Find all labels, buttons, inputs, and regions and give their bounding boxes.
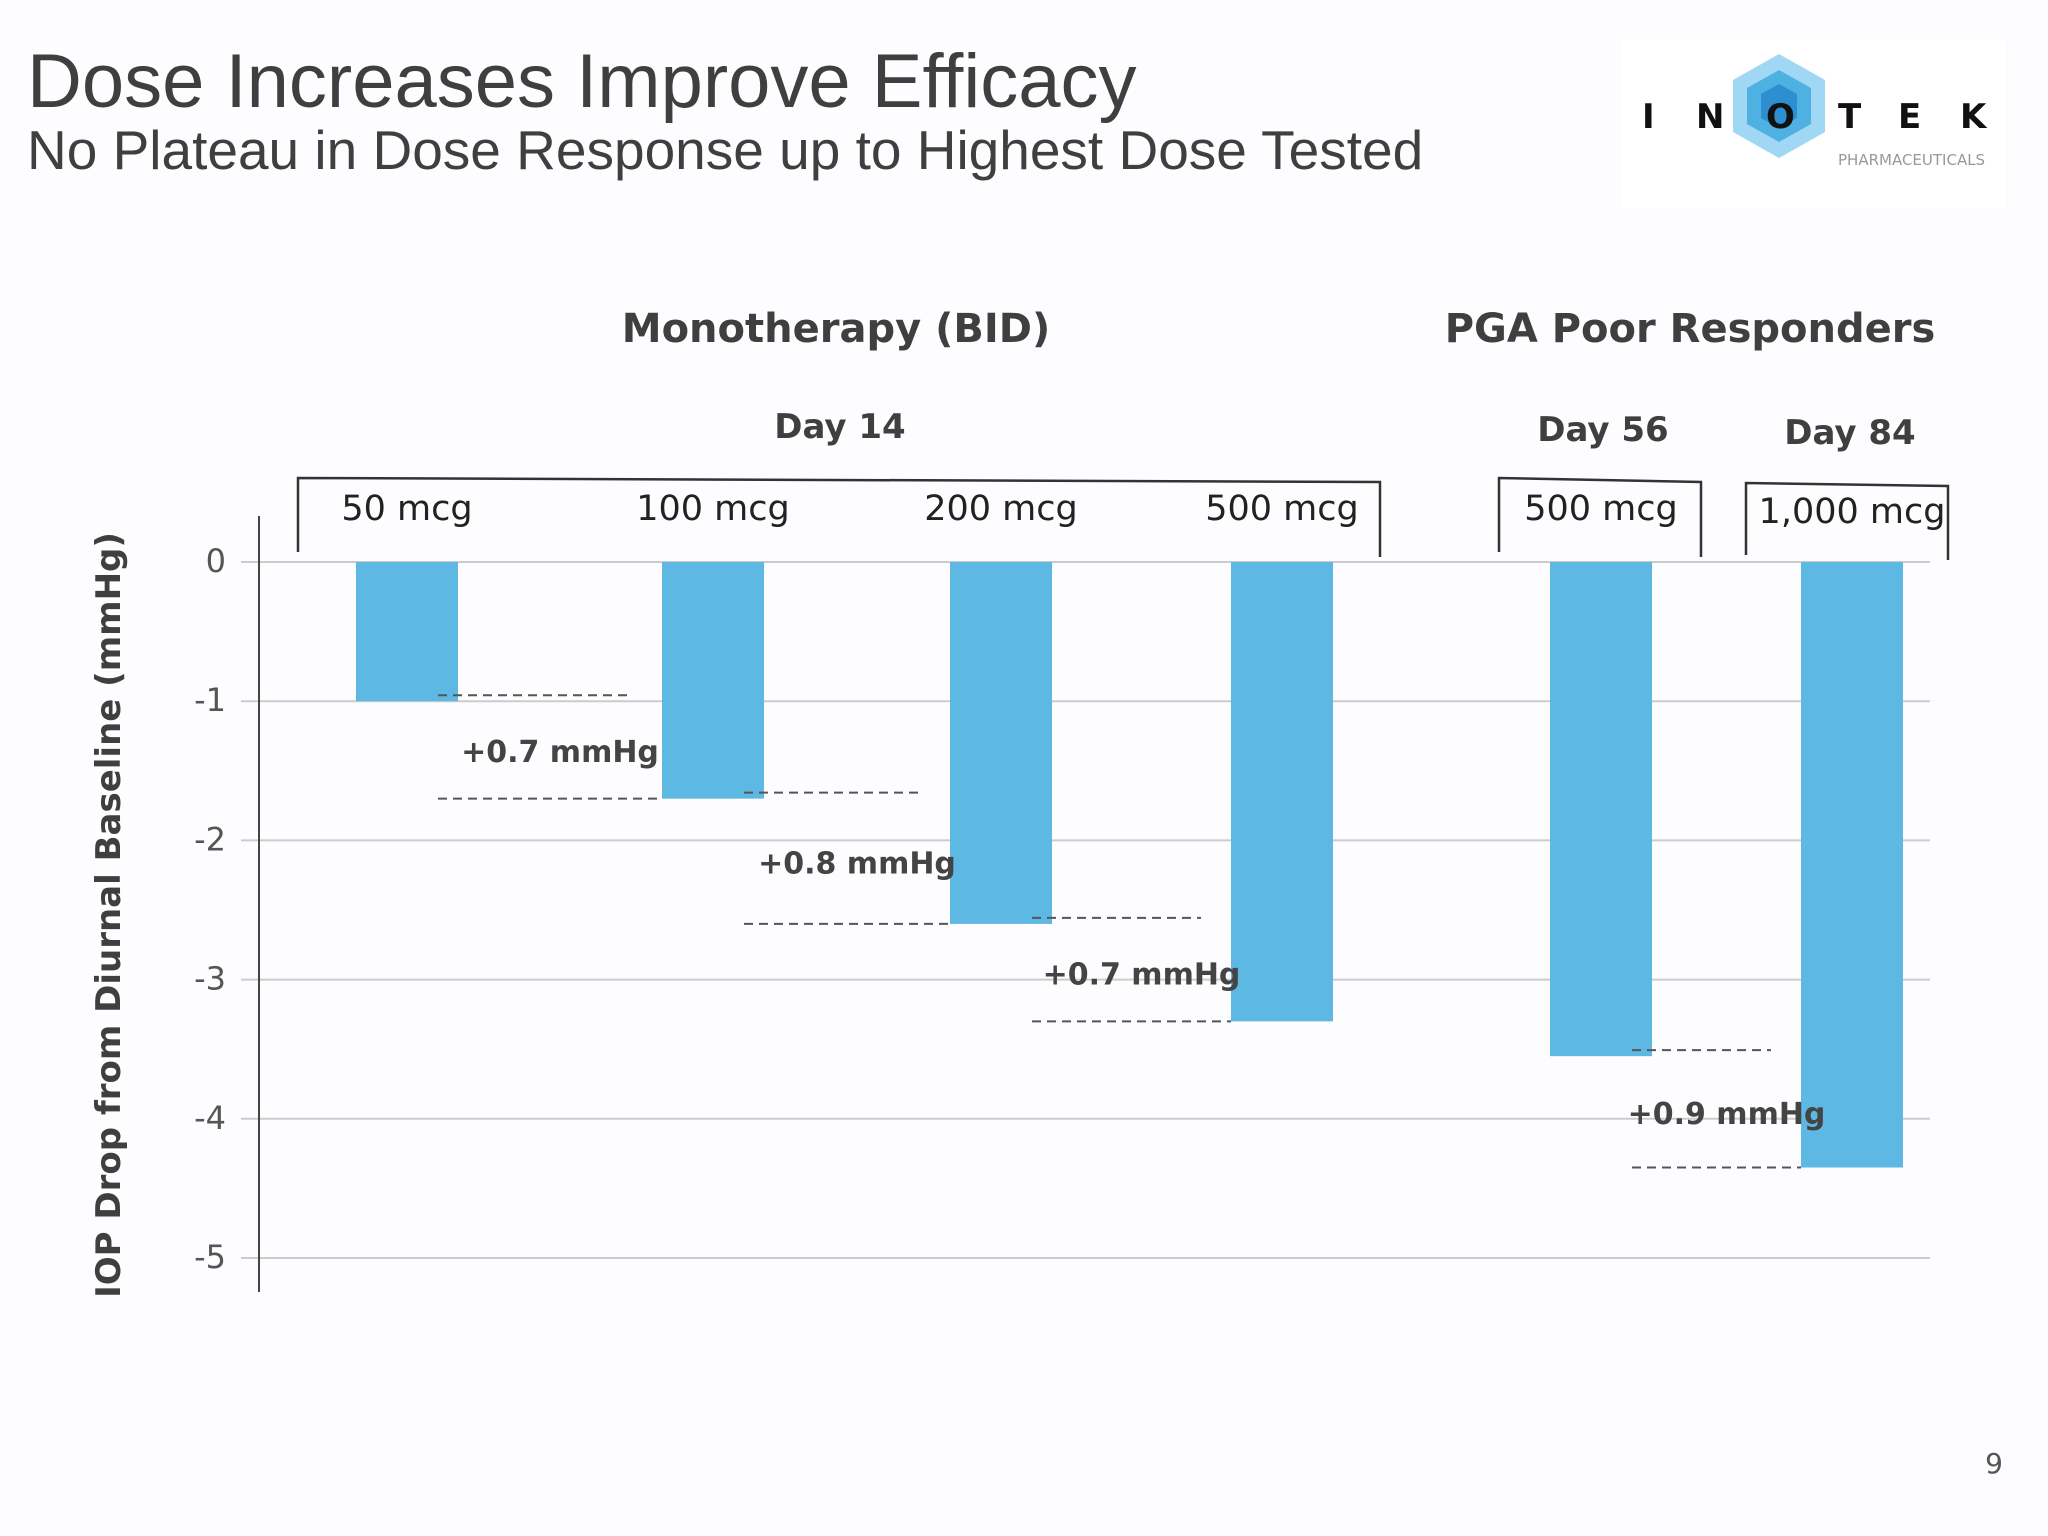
category-label: 500 mcg <box>1524 489 1677 529</box>
category-label: 100 mcg <box>636 489 789 529</box>
group-label: Monotherapy (BID) <box>622 306 1050 352</box>
annotation-label: +0.7 mmHg <box>1043 958 1241 993</box>
annotation-label: +0.9 mmHg <box>1628 1097 1826 1132</box>
logo-letter: I <box>1642 97 1655 137</box>
page-number: 9 <box>1985 1447 2003 1480</box>
category-label: 500 mcg <box>1205 489 1358 529</box>
category-label: 200 mcg <box>924 489 1077 529</box>
logo-tagline: PHARMACEUTICALS <box>1838 151 1985 169</box>
bar <box>662 562 764 799</box>
logo-letter: T <box>1838 97 1862 137</box>
bar <box>1801 562 1903 1168</box>
day-label: Day 84 <box>1784 413 1915 453</box>
bar <box>1231 562 1333 1022</box>
logo-letter: N <box>1696 97 1724 137</box>
group-label: PGA Poor Responders <box>1445 306 1936 352</box>
y-axis-label: IOP Drop from Diurnal Baseline (mmHg) <box>89 532 129 1298</box>
y-tick-label: -5 <box>194 1238 226 1276</box>
day-label: Day 56 <box>1537 410 1668 450</box>
bar <box>356 562 458 702</box>
logo-letter: K <box>1960 97 1988 137</box>
company-logo: I N O T E K PHARMACEUTICALS <box>1622 40 2006 208</box>
group-bracket <box>1744 481 1950 560</box>
day-label: Day 14 <box>774 407 905 447</box>
group-bracket <box>1497 476 1703 557</box>
slide-subtitle: No Plateau in Dose Response up to Highes… <box>27 119 1424 181</box>
bar <box>950 562 1052 924</box>
logo-letter: O <box>1766 97 1795 137</box>
y-tick-label: -3 <box>194 960 226 998</box>
hexagon-flower-icon <box>1733 54 1825 158</box>
logo-letter: E <box>1898 97 1921 137</box>
logo-graphic: I N O T E K PHARMACEUTICALS <box>1642 54 1988 169</box>
y-tick-label: 0 <box>206 542 226 580</box>
annotation-label: +0.8 mmHg <box>758 846 956 881</box>
y-tick-label: -1 <box>194 681 226 719</box>
category-label: 50 mcg <box>341 489 472 529</box>
annotation-label: +0.7 mmHg <box>461 735 659 770</box>
group-bracket <box>296 476 1382 557</box>
y-tick-label: -4 <box>194 1099 226 1137</box>
slide-title: Dose Increases Improve Efficacy <box>27 39 1137 124</box>
y-tick-label: -2 <box>194 820 226 858</box>
category-label: 1,000 mcg <box>1759 492 1946 532</box>
bar <box>1550 562 1652 1057</box>
